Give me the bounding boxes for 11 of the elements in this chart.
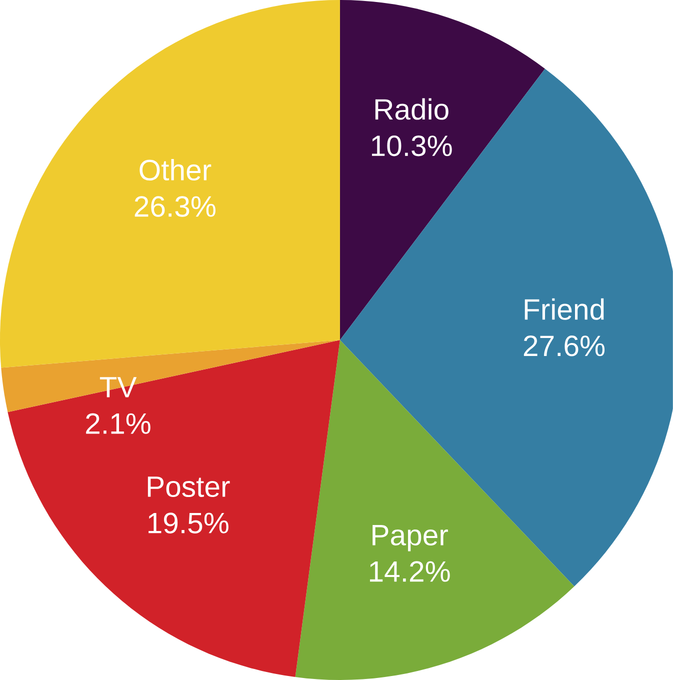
slice-label: Friend (524, 298, 604, 320)
data-label: 10.3% (372, 135, 452, 156)
slice-label: Other (140, 158, 212, 180)
data-label: 14.2% (370, 561, 450, 582)
data-label: 26.3% (134, 196, 216, 217)
data-label: 27.6% (524, 336, 605, 356)
data-label: 2.1% (86, 413, 150, 434)
data-label: 19.5% (148, 512, 228, 534)
slice-label: Radio (375, 98, 448, 120)
slice-label: Paper (372, 525, 448, 552)
slice-label: Poster (148, 476, 230, 498)
